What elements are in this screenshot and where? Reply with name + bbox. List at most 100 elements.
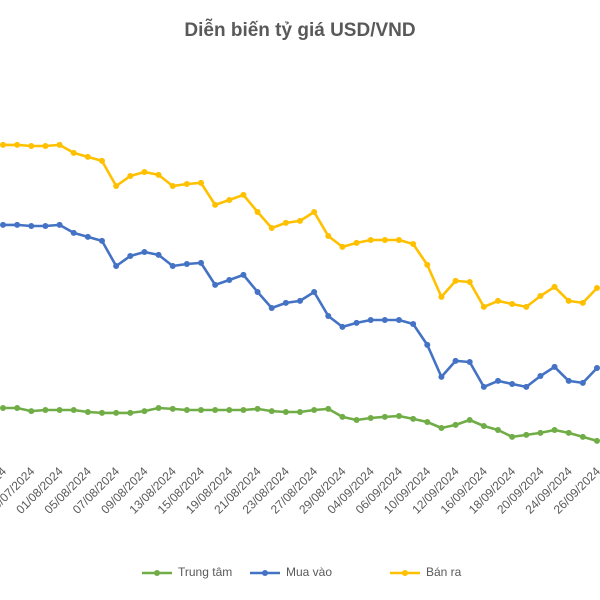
point	[311, 407, 318, 413]
point	[99, 157, 105, 164]
point	[396, 237, 402, 243]
point	[579, 299, 586, 306]
point	[254, 209, 261, 215]
point	[381, 237, 388, 243]
point	[268, 305, 275, 311]
point	[169, 263, 176, 269]
point	[70, 149, 77, 156]
point	[14, 221, 21, 228]
point	[452, 357, 459, 364]
point	[353, 319, 360, 326]
point	[155, 171, 162, 178]
point	[70, 407, 77, 413]
point	[594, 437, 600, 444]
point	[169, 405, 176, 412]
point	[28, 223, 35, 229]
point	[56, 221, 63, 228]
point	[84, 409, 91, 415]
point	[579, 433, 586, 440]
point	[268, 225, 275, 231]
point	[537, 373, 544, 379]
point	[438, 293, 445, 300]
point	[452, 277, 459, 284]
point	[84, 153, 91, 160]
point	[410, 321, 417, 327]
point	[127, 253, 134, 259]
point	[353, 239, 360, 246]
point	[56, 141, 63, 148]
point	[127, 173, 134, 179]
point	[396, 317, 402, 323]
legend-marker	[402, 570, 408, 576]
point	[240, 191, 247, 198]
point	[537, 293, 544, 299]
point	[297, 409, 303, 415]
point	[99, 409, 105, 416]
point	[141, 249, 148, 255]
point	[466, 417, 473, 423]
point	[424, 419, 431, 425]
point	[551, 427, 558, 433]
point	[0, 141, 6, 148]
point	[381, 413, 388, 420]
point	[452, 421, 459, 428]
point	[141, 408, 148, 415]
point	[311, 289, 318, 295]
point	[339, 413, 346, 420]
legend-label: Bán ra	[426, 565, 462, 579]
point	[183, 181, 190, 187]
point	[551, 283, 558, 290]
point	[565, 297, 572, 304]
point	[438, 425, 445, 431]
legend-label: Trung tâm	[178, 565, 232, 579]
point	[113, 183, 120, 189]
point	[396, 413, 402, 419]
point	[523, 303, 530, 310]
point	[42, 143, 49, 149]
point	[70, 229, 77, 236]
point	[84, 233, 91, 240]
point	[410, 415, 417, 422]
point	[212, 201, 219, 208]
point	[367, 317, 374, 323]
point	[155, 251, 162, 258]
point	[28, 143, 35, 149]
point	[466, 279, 473, 285]
point	[169, 183, 176, 189]
legend-marker	[154, 570, 160, 576]
point	[410, 241, 417, 247]
legend-label: Mua vào	[286, 565, 332, 579]
series-line	[3, 143, 598, 309]
point	[0, 221, 6, 228]
point	[537, 429, 544, 436]
point	[565, 429, 572, 436]
point	[381, 317, 388, 323]
point	[480, 303, 487, 310]
point	[594, 365, 600, 371]
point	[297, 217, 303, 224]
point	[523, 383, 530, 390]
point	[325, 405, 332, 412]
point	[212, 281, 219, 288]
point	[480, 423, 487, 429]
point	[495, 427, 501, 433]
point	[141, 169, 148, 175]
point	[42, 223, 49, 229]
point	[367, 415, 374, 421]
point	[282, 299, 289, 306]
point	[466, 359, 473, 365]
point	[282, 409, 289, 415]
point	[424, 341, 431, 348]
point	[56, 407, 63, 413]
point	[268, 408, 275, 415]
point	[0, 405, 6, 411]
point	[198, 179, 204, 186]
point	[509, 433, 516, 440]
point	[99, 237, 105, 244]
point	[42, 407, 49, 413]
point	[594, 285, 600, 291]
point	[113, 263, 120, 269]
point	[311, 209, 318, 215]
point	[198, 259, 204, 266]
